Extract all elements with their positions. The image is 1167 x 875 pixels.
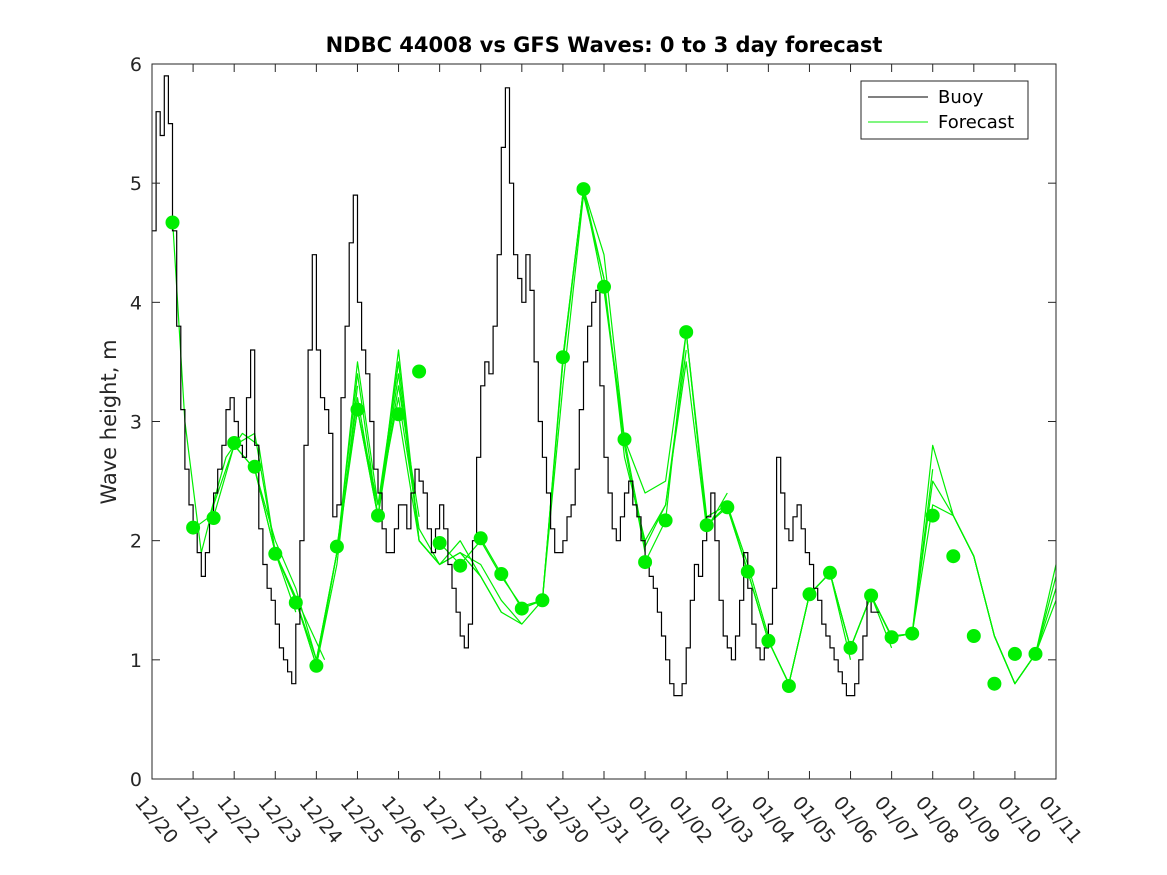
analysis-marker (247, 459, 262, 474)
analysis-marker (1028, 646, 1043, 661)
analysis-marker (309, 658, 324, 673)
analysis-marker (432, 536, 447, 550)
analysis-marker (329, 539, 344, 554)
analysis-marker (514, 601, 529, 616)
legend-buoy-label: Buoy (938, 87, 984, 108)
analysis-marker (288, 595, 303, 610)
analysis-marker (740, 564, 755, 579)
y-tick-label: 2 (130, 531, 142, 553)
analysis-marker (864, 588, 879, 603)
analysis-marker (453, 558, 468, 573)
forecast-line (397, 361, 564, 625)
analysis-marker (966, 629, 981, 643)
analysis-marker (638, 555, 653, 570)
y-tick-label: 0 (130, 769, 142, 791)
analysis-marker (843, 640, 858, 655)
forecast-line (993, 588, 1057, 685)
analysis-marker (597, 279, 611, 294)
analysis-marker (699, 518, 714, 533)
y-tick-label: 6 (130, 54, 142, 76)
analysis-marker (905, 626, 920, 641)
analysis-marker (555, 350, 570, 365)
legend-forecast-label: Forecast (938, 112, 1014, 133)
analysis-marker (350, 402, 365, 417)
analysis-marker (761, 633, 776, 648)
analysis-marker (494, 567, 509, 581)
analysis-marker (781, 679, 796, 693)
analysis-marker (617, 432, 632, 447)
analysis-marker (946, 549, 961, 564)
y-tick-label: 5 (130, 173, 142, 195)
analysis-marker (884, 630, 899, 645)
analysis-marker (412, 364, 427, 379)
analysis-marker (576, 182, 591, 197)
analysis-marker (679, 325, 694, 340)
analysis-marker (802, 587, 817, 602)
analysis-marker (391, 407, 406, 422)
analysis-markers-group (165, 182, 1043, 693)
buoy-series-line (152, 75, 880, 697)
analysis-marker (658, 513, 673, 528)
forecast-line (521, 194, 687, 610)
analysis-marker (535, 593, 550, 608)
y-tick-label: 4 (130, 292, 142, 314)
analysis-marker (165, 215, 180, 230)
analysis-marker (268, 546, 283, 561)
analysis-marker (823, 565, 837, 580)
analysis-marker (1007, 646, 1022, 661)
y-tick-label: 1 (130, 650, 142, 672)
legend-box (860, 80, 1029, 140)
analysis-marker (987, 676, 1002, 691)
y-axis-label: Wave height, m (97, 339, 121, 504)
y-axis: 0 1 2 3 4 5 6 (130, 54, 1056, 791)
analysis-marker (186, 520, 201, 535)
analysis-marker (473, 531, 488, 546)
analysis-marker (371, 508, 385, 523)
analysis-marker (206, 511, 221, 525)
analysis-marker (925, 508, 940, 523)
chart-title: NDBC 44008 vs GFS Waves: 0 to 3 day fore… (326, 33, 883, 57)
legend: Buoy Forecast (860, 80, 1029, 140)
analysis-marker (227, 436, 242, 450)
y-tick-label: 3 (130, 412, 142, 434)
analysis-marker (720, 500, 735, 515)
plot-area (151, 63, 1057, 780)
